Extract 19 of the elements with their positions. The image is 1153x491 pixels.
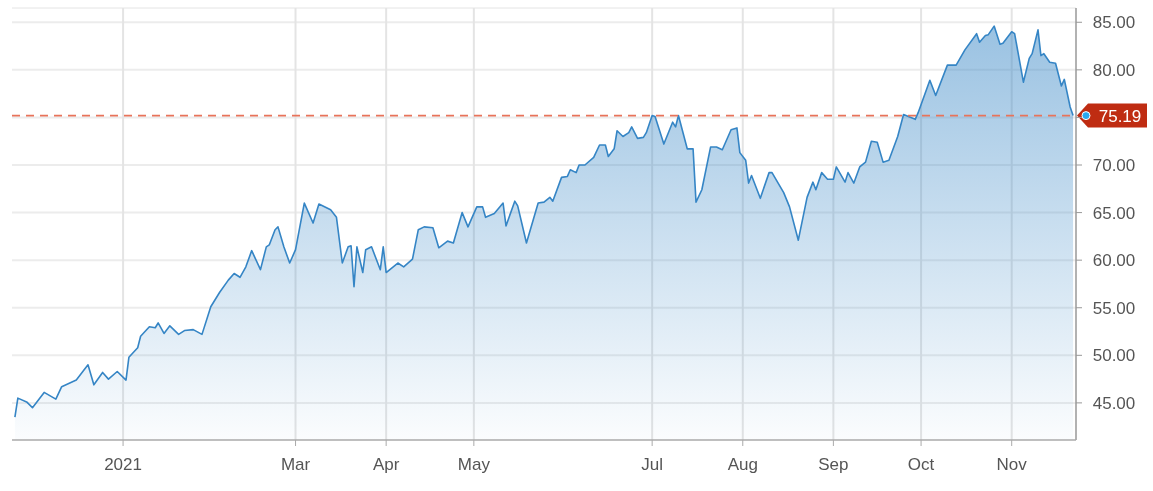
y-tick-label: 45.00 xyxy=(1092,393,1136,413)
x-tick-label: May xyxy=(457,455,491,474)
y-tick-label: 85.00 xyxy=(1092,13,1136,33)
ref-line-label: 75.19 xyxy=(1098,106,1142,126)
y-tick-label: 70.00 xyxy=(1092,156,1136,175)
x-tick-label: Nov xyxy=(996,455,1028,474)
y-tick-label: 65.00 xyxy=(1092,203,1136,223)
y-tick-label: 50.00 xyxy=(1092,346,1136,366)
x-tick-label: Apr xyxy=(372,455,400,474)
x-tick-label: Mar xyxy=(280,455,311,474)
y-tick-label: 80.00 xyxy=(1092,60,1136,80)
x-tick-label: Oct xyxy=(907,455,935,474)
y-tick-label: 55.00 xyxy=(1092,298,1136,318)
x-tick-label: Jul xyxy=(641,455,664,474)
x-tick-label: Aug xyxy=(727,455,758,474)
y-tick-label: 60.00 xyxy=(1092,251,1136,271)
price-tag: 75.19 xyxy=(1077,103,1147,128)
x-tick-label: 2021 xyxy=(104,455,142,474)
x-tick-label: Sep xyxy=(818,455,849,474)
